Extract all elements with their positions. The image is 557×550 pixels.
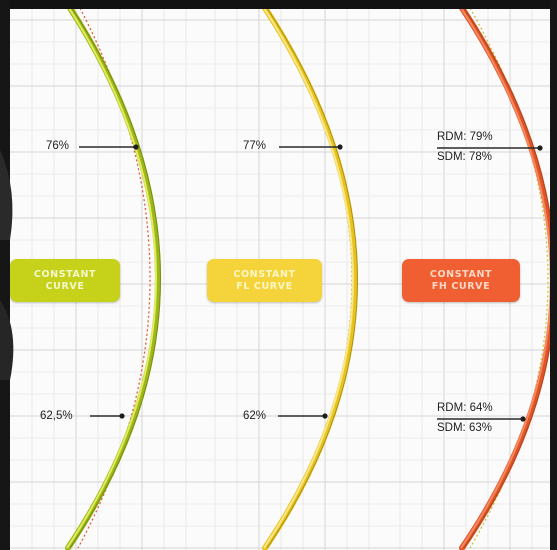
constant-fh-curve-tag: CONSTANT FH CURVE (402, 259, 520, 302)
leader-dot (520, 416, 526, 422)
upper-sdm-label: SDM: 78% (437, 151, 492, 163)
leader-dot (537, 145, 543, 151)
curve-layer (65, 5, 556, 550)
leader-dot (133, 144, 139, 150)
leader-dot (322, 413, 328, 419)
tag-line-1: CONSTANT (233, 268, 296, 280)
leader-dot (337, 144, 343, 150)
upper-percentage-label: 76% (46, 140, 70, 152)
lower-percentage-label: 62,5% (40, 410, 73, 422)
leader-dot (119, 413, 125, 419)
tag-line-2: FH CURVE (431, 280, 491, 292)
upper-rdm-label: RDM: 79% (437, 131, 493, 143)
leader-line-layer (79, 144, 543, 422)
main-curve-highlight (66, 7, 157, 549)
upper-percentage-label: 77% (243, 140, 267, 152)
tag-line-2: CURVE (45, 280, 85, 292)
main-curve-edge (69, 7, 161, 549)
lower-rdm-label: RDM: 64% (437, 402, 493, 414)
main-curve-edge (266, 7, 358, 549)
constant-fl-curve-tag: CONSTANT FL CURVE (207, 259, 322, 302)
tag-line-1: CONSTANT (33, 268, 97, 280)
tag-line-2: FL CURVE (236, 280, 293, 292)
tag-line-1: CONSTANT (429, 268, 493, 280)
lower-sdm-label: SDM: 63% (437, 422, 492, 434)
main-curve (65, 5, 161, 550)
constant-curve-tag: CONSTANT CURVE (10, 259, 120, 302)
lower-percentage-label: 62% (243, 410, 267, 422)
main-curve-highlight (263, 7, 354, 549)
main-curve (262, 5, 358, 550)
